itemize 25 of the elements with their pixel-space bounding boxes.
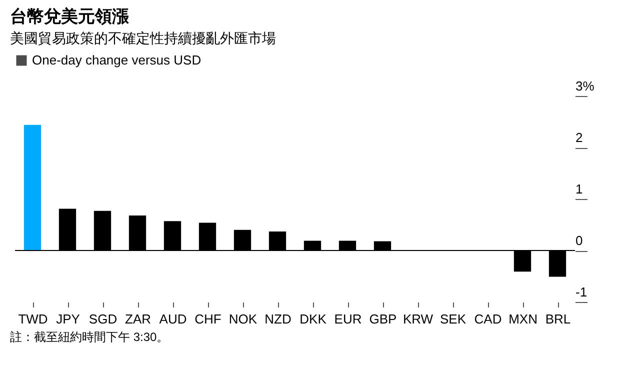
x-tick-label: AUD bbox=[159, 312, 187, 326]
x-tick-label: ZAR bbox=[125, 312, 151, 326]
legend-label: One-day change versus USD bbox=[32, 52, 202, 68]
x-tick-label: GBP bbox=[369, 312, 397, 326]
x-tick-label: TWD bbox=[18, 312, 48, 326]
x-tick-label: KRW bbox=[402, 312, 434, 326]
x-tick-label: BRL bbox=[545, 312, 571, 326]
x-tick-label: NZD bbox=[264, 312, 292, 326]
x-tick-label: CAD bbox=[474, 312, 502, 326]
chart-title: 台幣兌美元領漲 bbox=[10, 6, 130, 28]
x-tick-label: DKK bbox=[300, 312, 327, 326]
x-tick-label: CHF bbox=[194, 312, 222, 326]
x-tick-label: JPY bbox=[56, 312, 80, 326]
x-tick-label: SGD bbox=[88, 312, 118, 326]
x-tick-label: SEK bbox=[440, 312, 466, 326]
x-tick-label: NOK bbox=[228, 312, 258, 326]
y-tick-label: 1 bbox=[576, 182, 583, 196]
y-tick-label: 3% bbox=[576, 78, 595, 94]
y-tick-label: 2 bbox=[576, 130, 583, 145]
chart-subtitle: 美國貿易政策的不確定性持續擾亂外匯市場 bbox=[10, 29, 277, 48]
text: 註：截至紐約時間下午 3:30。 bbox=[10, 330, 170, 345]
x-tick-label: MXN bbox=[508, 312, 538, 326]
y-tick-label: 0 bbox=[576, 233, 583, 248]
x-tick-label: EUR bbox=[334, 312, 362, 326]
y-tick-label: -1 bbox=[576, 284, 588, 300]
